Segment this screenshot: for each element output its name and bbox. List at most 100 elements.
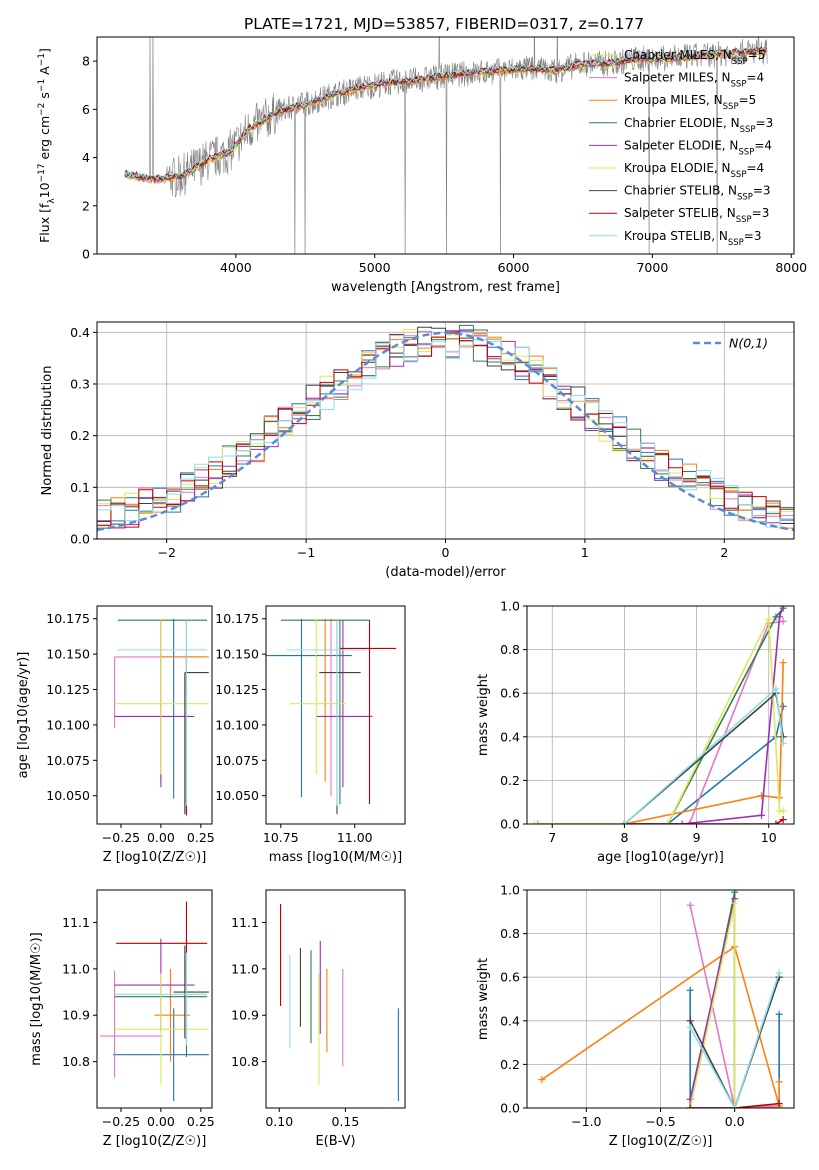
legend-nssp: =3	[744, 229, 762, 243]
y-axis-label-part: A	[37, 66, 52, 79]
y-axis-label-part: s	[37, 92, 52, 103]
legend-label: N(0,1)	[729, 336, 768, 351]
y-tick-label: 10.175	[215, 611, 259, 626]
y-tick-label: 10.100	[215, 717, 259, 732]
legend-label: Chabrier ELODIE, NSSP=3	[624, 116, 773, 135]
y-tick-label: 0.0	[500, 817, 520, 832]
x-axis-label: wavelength [Angstrom, rest frame]	[331, 280, 560, 295]
mass-EBV-panel: 0.10 0.15 10.8 10.9 11.0 11.1 E(B-V)	[231, 889, 406, 1149]
legend-label: Kroupa MILES, NSSP=5	[624, 93, 756, 112]
x-axis-label: (data-model)/error	[385, 565, 506, 580]
y-tick-label: 10.075	[46, 753, 90, 768]
y-tick-label: 10.150	[215, 647, 259, 662]
spectrum-plot-area	[124, 37, 768, 254]
legend-sub: SSP	[731, 80, 747, 90]
legend-name: Chabrier ELODIE, N	[624, 116, 740, 130]
y-axis-label-part: λ	[47, 198, 57, 204]
legend-nssp: =5	[739, 93, 757, 107]
legend-nssp: =4	[746, 71, 764, 85]
legend-label: Kroupa ELODIE, NSSP=4	[624, 161, 764, 180]
x-axis-label: mass [log10(M/M☉)]	[269, 850, 402, 865]
x-tick-label: 0.00	[147, 830, 175, 845]
x-tick-label: 6000	[498, 260, 530, 275]
legend-sub: SSP	[723, 102, 739, 112]
legend-label: Kroupa STELIB, NSSP=3	[624, 229, 762, 248]
weight-age-panel: 7 8 9 10 0.0 0.2 0.4 0.6 0.8 1.0 age [log10(age/yr…	[476, 599, 795, 865]
legend-name: Salpeter ELODIE, N	[624, 138, 738, 152]
y-tick-label: 0.2	[70, 428, 90, 443]
y-tick-label: 10.125	[46, 682, 90, 697]
y-axis-label-part: −2	[37, 103, 47, 116]
x-tick-label: 8	[620, 830, 628, 845]
mass-Z-plot-area	[100, 901, 209, 1102]
legend-sub: SSP	[738, 147, 754, 157]
legend-nssp: =3	[753, 184, 771, 198]
y-tick-label: 10.050	[215, 788, 259, 803]
x-tick-label: −0.25	[102, 1114, 140, 1129]
age-Z-panel: −0.25 0.00 0.25 10.050 10.075 10.100 10.125 10.…	[16, 605, 215, 865]
legend-nssp: =3	[756, 116, 774, 130]
y-axis-label-part: ]	[37, 48, 52, 53]
axes-frame	[526, 605, 795, 825]
x-tick-label: 7	[548, 830, 556, 845]
x-tick-label: −0.25	[102, 830, 140, 845]
legend-nssp: =4	[746, 161, 764, 175]
legend-name: Kroupa ELODIE, N	[624, 161, 731, 175]
y-tick-label: 10.125	[215, 682, 259, 697]
y-tick-label: 1.0	[500, 599, 520, 614]
age-Z-plot-area	[114, 618, 209, 816]
legend-nssp: =3	[752, 206, 770, 220]
x-axis-label: Z [log10(Z/Z☉)]	[609, 1134, 713, 1149]
y-tick-label: 11.1	[62, 915, 90, 930]
x-tick-label: 5000	[359, 260, 391, 275]
legend-sub: SSP	[736, 215, 752, 225]
legend-label: Salpeter ELODIE, NSSP=4	[624, 138, 772, 157]
y-tick-label: 10.8	[62, 1054, 90, 1069]
axes-frame	[265, 605, 406, 825]
y-axis-label-part: −1	[37, 79, 47, 92]
y-axis-label-part: 10	[37, 182, 52, 198]
weight-line	[624, 818, 784, 824]
x-tick-label: 0.10	[265, 1114, 293, 1129]
legend-sub: SSP	[732, 57, 748, 67]
weight-Z-plot-area	[538, 890, 783, 1108]
y-tick-label: 10.150	[46, 647, 90, 662]
x-tick-label: 10.75	[263, 830, 299, 845]
legend-nssp: =4	[754, 138, 772, 152]
weight-line	[689, 905, 780, 1108]
y-tick-label: 0.2	[500, 1057, 520, 1072]
x-axis-label: Z [log10(Z/Z☉)]	[103, 850, 207, 865]
y-tick-label: 0.0	[500, 1101, 520, 1116]
x-tick-label: 0.15	[332, 1114, 360, 1129]
y-tick-label: 11.1	[231, 915, 259, 930]
mass-EBV-plot-area	[280, 903, 399, 1102]
x-tick-label: 0.00	[147, 1114, 175, 1129]
y-axis-label-part: −17	[37, 163, 47, 182]
y-tick-label: 4	[82, 150, 90, 165]
y-tick-label: 8	[82, 54, 90, 69]
panels: 4000 5000 6000 7000 8000 0 2 4 6 8 wavelength [Ang…	[16, 36, 807, 1149]
y-tick-label: 0.4	[500, 1013, 520, 1028]
y-axis-label: mass weight	[476, 958, 491, 1040]
weight-line	[689, 902, 780, 1108]
y-axis-label: age [log10(age/yr)]	[16, 652, 31, 779]
y-tick-label: 10.8	[231, 1054, 259, 1069]
residual-histogram	[97, 334, 794, 528]
y-tick-label: 0.6	[500, 686, 520, 701]
weight-line	[541, 945, 780, 1107]
y-tick-label: 10.075	[215, 753, 259, 768]
weight-Z-panel: −1.0 −0.5 0.0 0.0 0.2 0.4 0.6 0.8 1.0 Z [log10(Z/…	[476, 883, 795, 1149]
x-tick-label: −1.0	[571, 1114, 601, 1129]
y-tick-label: 11.0	[231, 961, 259, 976]
legend-name: Chabrier MILES, N	[624, 48, 732, 62]
x-tick-label: 1	[581, 545, 589, 560]
y-axis-label: Normed distribution	[40, 366, 55, 496]
model-spectrum	[124, 46, 767, 181]
y-tick-label: 10.175	[46, 611, 90, 626]
x-tick-label: 0	[442, 545, 450, 560]
weight-line	[624, 620, 784, 824]
axes-frame	[96, 605, 213, 825]
